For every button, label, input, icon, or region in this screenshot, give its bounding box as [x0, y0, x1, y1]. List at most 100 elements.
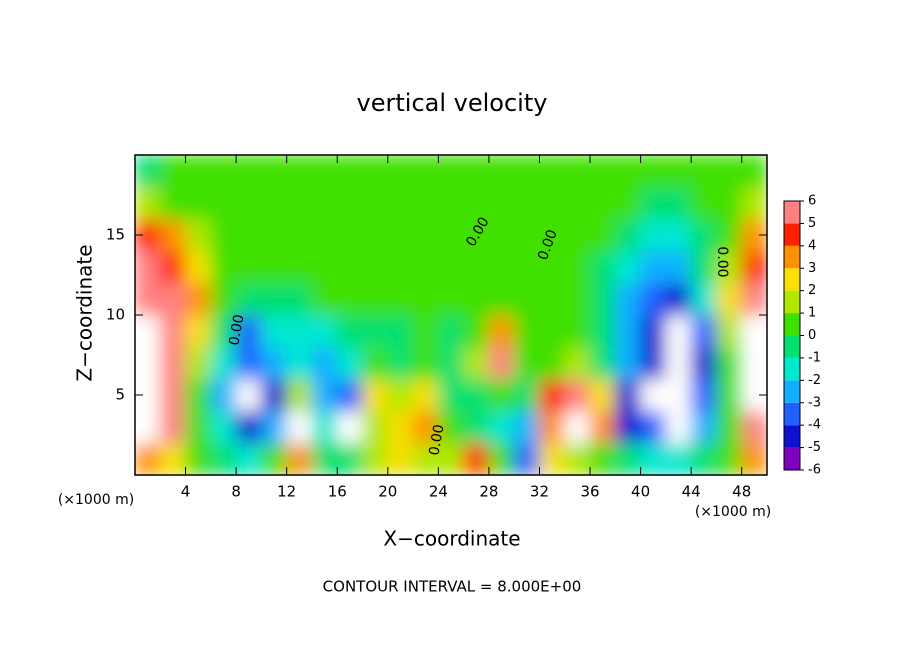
- field: [135, 155, 767, 475]
- cell: [589, 218, 616, 252]
- cell: [185, 282, 212, 316]
- colorbar-tick-label: 6: [808, 194, 816, 209]
- cell: [412, 410, 439, 444]
- cell: [513, 314, 540, 348]
- cell: [463, 155, 490, 188]
- cell: [135, 346, 161, 380]
- cell: [513, 378, 540, 412]
- contour-label: 0.00: [714, 246, 730, 277]
- cell: [640, 378, 667, 412]
- cell: [185, 186, 212, 220]
- cell: [210, 378, 237, 412]
- cell: [715, 250, 743, 284]
- cell: [210, 155, 237, 188]
- colorbar-swatch: [784, 268, 800, 291]
- cell: [589, 346, 616, 380]
- cell: [513, 410, 540, 444]
- cell: [185, 218, 212, 252]
- cell: [665, 410, 692, 444]
- cell: [387, 282, 414, 316]
- cell: [185, 155, 212, 188]
- colorbar-tick-label: 3: [808, 261, 816, 276]
- cell: [159, 346, 187, 380]
- cell: [311, 346, 338, 380]
- cell: [488, 378, 515, 412]
- colorbar-swatch: [784, 201, 800, 224]
- cell: [741, 442, 767, 475]
- cell: [362, 314, 389, 348]
- cell: [741, 186, 767, 220]
- cell: [564, 282, 591, 316]
- cell: [614, 282, 642, 316]
- cell: [185, 346, 212, 380]
- colorbar-tick-label: -1: [808, 350, 821, 365]
- colorbar-swatch: [784, 447, 800, 470]
- cell: [665, 442, 692, 475]
- cell: [159, 155, 187, 188]
- cell: [336, 218, 364, 252]
- cell: [513, 155, 540, 188]
- cell: [589, 442, 616, 475]
- cell: [463, 442, 490, 475]
- cell: [715, 378, 743, 412]
- cell: [589, 314, 616, 348]
- cell: [715, 186, 743, 220]
- cell: [614, 218, 642, 252]
- footer: CONTOUR INTERVAL = 8.000E+00: [323, 578, 582, 596]
- cell: [589, 155, 616, 188]
- cell: [185, 314, 212, 348]
- y-axis-label: Z−coordinate: [73, 244, 97, 381]
- colorbar-tick-label: 5: [808, 216, 816, 231]
- cell: [135, 282, 161, 316]
- cell: [362, 250, 389, 284]
- cell: [336, 186, 364, 220]
- cell: [741, 346, 767, 380]
- cell: [614, 186, 642, 220]
- cell: [715, 155, 743, 188]
- cell: [614, 314, 642, 348]
- x-unit-label: (×1000 m): [695, 504, 771, 520]
- cell: [159, 442, 187, 475]
- cell: [286, 186, 313, 220]
- cell: [640, 346, 667, 380]
- x-tick-label: 20: [378, 483, 397, 501]
- cell: [260, 410, 288, 444]
- cell: [311, 155, 338, 188]
- cell: [538, 218, 566, 252]
- cell: [286, 442, 313, 475]
- cell: [311, 218, 338, 252]
- cell: [564, 186, 591, 220]
- cell: [387, 346, 414, 380]
- cell: [387, 186, 414, 220]
- cell: [412, 186, 439, 220]
- cell: [741, 314, 767, 348]
- cell: [387, 155, 414, 188]
- cell: [185, 250, 212, 284]
- cell: [135, 186, 161, 220]
- cell: [538, 410, 566, 444]
- cell: [260, 378, 288, 412]
- cell: [311, 250, 338, 284]
- cell: [690, 282, 717, 316]
- x-tick-label: 16: [328, 483, 347, 501]
- cell: [336, 442, 364, 475]
- cell: [260, 218, 288, 252]
- cell: [538, 314, 566, 348]
- cell: [235, 378, 262, 412]
- cell: [311, 186, 338, 220]
- cell: [614, 378, 642, 412]
- cell: [690, 314, 717, 348]
- colorbar-swatch: [784, 335, 800, 358]
- colorbar-tick-label: 0: [808, 328, 816, 343]
- colorbar-swatch: [784, 245, 800, 269]
- cell: [235, 218, 262, 252]
- contour-label: 0.00: [226, 313, 247, 346]
- colorbar-swatch: [784, 425, 800, 448]
- cell: [513, 442, 540, 475]
- cell: [640, 155, 667, 188]
- cell: [260, 155, 288, 188]
- cell: [437, 218, 465, 252]
- cell: [210, 314, 237, 348]
- cell: [488, 250, 515, 284]
